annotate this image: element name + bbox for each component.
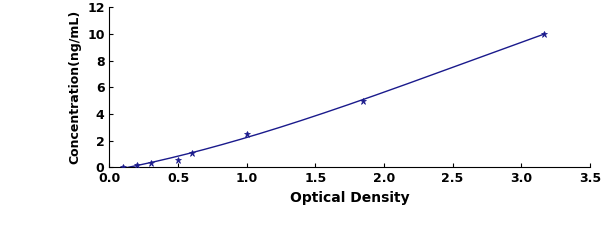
Y-axis label: Concentration(ng/mL): Concentration(ng/mL) bbox=[69, 10, 81, 164]
X-axis label: Optical Density: Optical Density bbox=[290, 191, 409, 205]
